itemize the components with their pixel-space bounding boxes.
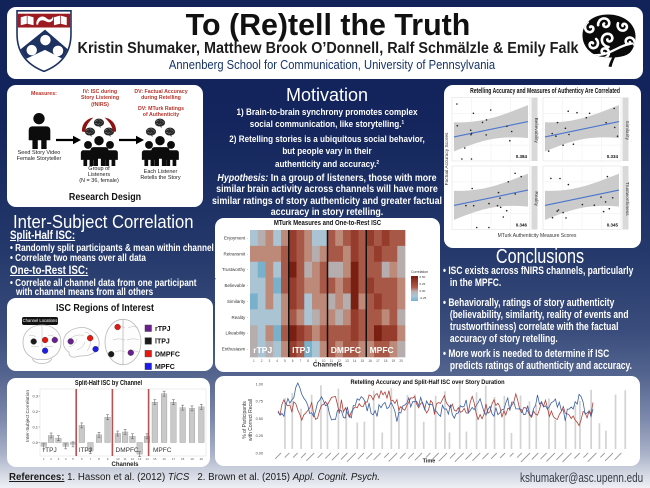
svg-text:0.50: 0.50 xyxy=(256,417,263,421)
svg-text:0.25: 0.25 xyxy=(420,282,426,286)
svg-text:12: 12 xyxy=(337,359,341,363)
svg-text:12: 12 xyxy=(131,457,135,461)
svg-text:15: 15 xyxy=(361,359,365,363)
svg-text:16: 16 xyxy=(368,359,372,363)
svg-text:DMPFC: DMPFC xyxy=(331,345,361,355)
svg-text:Likeability ·: Likeability · xyxy=(225,331,248,336)
svg-text:lTPJ: lTPJ xyxy=(292,345,310,355)
svg-text:18: 18 xyxy=(181,457,185,461)
svg-text:4: 4 xyxy=(65,457,67,461)
svg-text:0.50: 0.50 xyxy=(420,275,426,279)
svg-text:0.0: 0.0 xyxy=(32,440,38,445)
svg-text:13: 13 xyxy=(138,457,142,461)
svg-text:DMPFC: DMPFC xyxy=(116,447,139,454)
svg-text:rTPJ: rTPJ xyxy=(253,345,272,355)
svg-text:10: 10 xyxy=(116,457,120,461)
svg-text:7: 7 xyxy=(300,359,302,363)
svg-text:1.00: 1.00 xyxy=(256,383,263,387)
svg-text:3: 3 xyxy=(58,457,60,461)
svg-text:6: 6 xyxy=(292,359,294,363)
svg-text:2: 2 xyxy=(50,457,52,461)
svg-text:11: 11 xyxy=(330,359,334,363)
svg-text:17: 17 xyxy=(376,359,380,363)
svg-text:20: 20 xyxy=(200,457,204,461)
svg-text:14: 14 xyxy=(145,457,149,461)
svg-text:20: 20 xyxy=(399,359,403,363)
svg-text:Inter-Subject Correlation: Inter-Subject Correlation xyxy=(25,390,31,442)
svg-text:% of Participants: % of Participants xyxy=(242,401,248,439)
svg-text:-0.25: -0.25 xyxy=(420,296,427,300)
svg-text:5: 5 xyxy=(284,359,286,363)
svg-text:Trustworthiness: Trustworthiness xyxy=(624,182,630,216)
svg-text:0.384: 0.384 xyxy=(516,154,528,159)
svg-text:Enjoyment ·: Enjoyment · xyxy=(224,235,248,240)
svg-text:4: 4 xyxy=(276,359,278,363)
svg-text:Channels: Channels xyxy=(313,362,343,369)
svg-text:18: 18 xyxy=(384,359,388,363)
svg-text:0.2: 0.2 xyxy=(32,409,38,414)
svg-text:Similarity: Similarity xyxy=(624,121,630,141)
svg-text:0.25: 0.25 xyxy=(256,434,263,438)
svg-text:MPFC: MPFC xyxy=(153,447,172,454)
svg-text:13: 13 xyxy=(345,359,349,363)
svg-text:0.346: 0.346 xyxy=(516,223,528,228)
svg-text:8: 8 xyxy=(307,359,309,363)
svg-text:0.00: 0.00 xyxy=(420,289,426,293)
svg-text:Reality ·: Reality · xyxy=(231,315,248,320)
svg-text:11: 11 xyxy=(124,457,127,461)
svg-text:Retransmit ·: Retransmit · xyxy=(223,251,248,256)
svg-text:rTPJ: rTPJ xyxy=(43,447,57,454)
svg-text:1: 1 xyxy=(253,359,255,363)
svg-text:8: 8 xyxy=(98,457,100,461)
svg-text:0.3: 0.3 xyxy=(32,394,38,399)
svg-text:14: 14 xyxy=(353,359,357,363)
svg-text:MTurk Authenticity Measure Sco: MTurk Authenticity Measure Scores xyxy=(498,233,577,239)
svg-text:17: 17 xyxy=(172,457,176,461)
svg-text:rTPJ: rTPJ xyxy=(155,326,171,333)
svg-text:5: 5 xyxy=(72,457,74,461)
svg-text:Reality: Reality xyxy=(533,191,539,206)
svg-text:with Correct Recall: with Correct Recall xyxy=(248,399,254,441)
svg-text:Believability: Believability xyxy=(533,118,539,144)
svg-text:9: 9 xyxy=(107,457,109,461)
svg-text:MPFC: MPFC xyxy=(155,364,175,371)
svg-text:MPFC: MPFC xyxy=(370,345,394,355)
svg-text:2: 2 xyxy=(261,359,263,363)
svg-text:MTurk Authenticity Measures: MTurk Authenticity Measures xyxy=(215,251,217,322)
svg-text:0.334: 0.334 xyxy=(607,154,619,159)
svg-text:Enthusiasm ·: Enthusiasm · xyxy=(222,347,248,352)
svg-text:Believable ·: Believable · xyxy=(224,283,248,288)
svg-text:Time: Time xyxy=(423,459,436,465)
svg-text:3: 3 xyxy=(269,359,271,363)
svg-text:10: 10 xyxy=(322,359,326,363)
svg-text:lTPJ: lTPJ xyxy=(155,339,170,346)
svg-text:15: 15 xyxy=(153,457,157,461)
svg-text:7: 7 xyxy=(90,457,92,461)
svg-text:16: 16 xyxy=(162,457,166,461)
svg-text:Similarity ·: Similarity · xyxy=(227,299,248,304)
svg-text:Channels: Channels xyxy=(111,462,139,467)
svg-text:0.00: 0.00 xyxy=(256,451,263,455)
svg-text:lTPJ: lTPJ xyxy=(79,447,92,454)
svg-text:1: 1 xyxy=(43,457,45,461)
svg-text:Factual Accuracy Scores: Factual Accuracy Scores xyxy=(444,132,450,185)
svg-text:0.75: 0.75 xyxy=(256,400,263,404)
svg-text:0.1: 0.1 xyxy=(32,425,38,430)
svg-text:19: 19 xyxy=(392,359,396,363)
svg-text:Correlation: Correlation xyxy=(411,270,428,274)
svg-text:6: 6 xyxy=(81,457,83,461)
svg-text:DMPFC: DMPFC xyxy=(155,351,180,358)
svg-text:0.345: 0.345 xyxy=(607,223,619,228)
svg-text:Trustworthy ·: Trustworthy · xyxy=(222,267,248,272)
svg-text:19: 19 xyxy=(190,457,194,461)
svg-text:9: 9 xyxy=(315,359,317,363)
